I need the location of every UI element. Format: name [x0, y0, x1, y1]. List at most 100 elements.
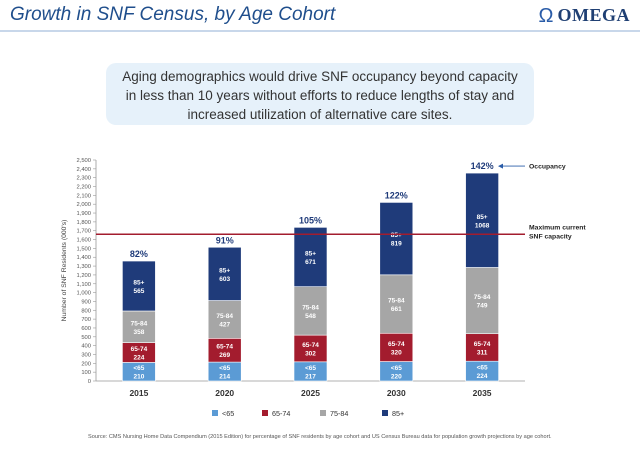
y-tick-label: 300 — [81, 352, 91, 358]
bar-segment-cohort-label: 85+ — [219, 267, 230, 274]
bar-segment-cohort-label: 65-74 — [474, 341, 491, 348]
capacity-label-line1: Maximum current — [529, 224, 586, 231]
bar-segment-value-label: 819 — [391, 241, 402, 248]
y-tick-label: 1,900 — [76, 211, 91, 217]
bar-segment-85-plus-2030 — [379, 202, 414, 276]
y-tick-label: 1,600 — [76, 238, 91, 244]
bar-segment-65-74-2025 — [293, 334, 328, 363]
bar-segment-value-label: 210 — [133, 374, 144, 381]
bar-segment-cohort-label: 85+ — [133, 280, 144, 287]
bar-segment-75-84-2035 — [465, 267, 499, 335]
bar-segment-85-plus-2035 — [465, 172, 499, 268]
legend-swatch-3 — [320, 410, 326, 416]
bar-segment-value-label: 311 — [477, 349, 488, 356]
y-tick-label: 2,500 — [76, 158, 91, 164]
y-tick-label: 2,100 — [76, 193, 91, 199]
bar-segment-value-label: 671 — [305, 259, 316, 266]
bar-segment-cohort-label: 75-84 — [474, 294, 491, 301]
y-tick-label: 0 — [88, 379, 91, 385]
occupancy-annotation-label: Occupancy — [529, 164, 566, 171]
bar-segment-cohort-label: 85+ — [391, 232, 402, 239]
bar-segment-cohort-label: 65-74 — [302, 342, 319, 349]
callout-box: Aging demographics would drive SNF occup… — [106, 63, 534, 125]
bar-segment-cohort-label: 65-74 — [216, 344, 233, 351]
y-tick-label: 100 — [81, 370, 91, 376]
bar-segment-value-label: 220 — [391, 373, 402, 380]
bar-segment-value-label: 320 — [391, 349, 402, 356]
page-title: Growth in SNF Census, by Age Cohort — [10, 4, 336, 25]
x-tick-label: 2020 — [215, 388, 234, 398]
y-tick-label: 800 — [81, 308, 91, 314]
occupancy-percent-label: 122% — [385, 190, 408, 200]
bar-segment-cohort-label: 75-84 — [216, 313, 233, 320]
bar-segment-cohort-label: <65 — [133, 365, 144, 372]
bar-segment-cohort-label: 75-84 — [131, 320, 148, 327]
y-tick-label: 1,200 — [76, 273, 91, 279]
y-tick-label: 2,300 — [76, 176, 91, 182]
y-tick-label: 600 — [81, 326, 91, 332]
bar-segment-value-label: 302 — [305, 350, 316, 357]
bar-segment-value-label: 1068 — [475, 222, 490, 229]
bar-segment-value-label: 427 — [219, 321, 230, 328]
bar-segment-cohort-label: 65-74 — [131, 346, 148, 353]
bar-segment-cohort-label: 85+ — [477, 214, 488, 221]
bar-segment-value-label: 224 — [133, 355, 144, 362]
legend-swatch-2 — [262, 410, 268, 416]
bar-segment-value-label: 214 — [219, 374, 230, 381]
bar-segment-75-84-2025 — [293, 286, 328, 336]
y-tick-label: 1,700 — [76, 229, 91, 235]
legend-label: 65-74 — [272, 409, 290, 418]
bar-segment-value-label: 565 — [133, 288, 144, 295]
y-tick-label: 1,800 — [76, 220, 91, 226]
bar-segment-value-label: 217 — [305, 373, 316, 380]
bar-segment-cohort-label: 75-84 — [302, 304, 319, 311]
bar-segment-cohort-label: 75-84 — [388, 298, 405, 305]
x-tick-label: 2025 — [301, 388, 320, 398]
bar-segment-85-plus-2020 — [207, 246, 242, 301]
y-tick-label: 900 — [81, 299, 91, 305]
legend-label: 85+ — [392, 409, 404, 418]
occupancy-arrow-head — [498, 163, 503, 169]
occupancy-percent-label: 82% — [130, 249, 148, 259]
header-divider — [0, 30, 640, 32]
bar-segment-cohort-label: <65 — [477, 365, 488, 372]
bar-segment-value-label: 548 — [305, 313, 316, 320]
occupancy-percent-label: 105% — [299, 215, 322, 225]
bar-segment-cohort-label: <65 — [219, 365, 230, 372]
bar-segment-85-plus-2015 — [122, 260, 156, 312]
bar-segment-value-label: 269 — [219, 352, 230, 359]
y-tick-label: 2,200 — [76, 185, 91, 191]
x-tick-label: 2035 — [473, 388, 492, 398]
bar-segment-cohort-label: 65-74 — [388, 341, 405, 348]
bar-segment-75-84-2030 — [379, 274, 414, 334]
y-tick-label: 1,000 — [76, 291, 91, 297]
x-tick-label: 2030 — [387, 388, 406, 398]
y-tick-label: 1,400 — [76, 255, 91, 261]
y-tick-label: 400 — [81, 344, 91, 350]
bar-segment-75-84-2015 — [122, 310, 156, 343]
bar-segment-cohort-label: <65 — [305, 365, 316, 372]
y-axis-label: Number of SNF Residents (000's) — [61, 220, 68, 322]
y-tick-label: 700 — [81, 317, 91, 323]
legend-label: 75-84 — [330, 409, 348, 418]
bar-segment-75-84-2020 — [207, 300, 242, 339]
bar-segment-cohort-label: <65 — [391, 365, 402, 372]
bar-segment-value-label: 358 — [133, 329, 144, 336]
bar-segment-value-label: 749 — [477, 303, 488, 310]
source-note: Source: CMS Nursing Home Data Compendium… — [88, 434, 552, 440]
y-tick-label: 1,300 — [76, 264, 91, 270]
omega-logo-icon: Ω — [538, 4, 554, 27]
bar-segment-85-plus-2025 — [293, 227, 328, 287]
legend-label: <65 — [222, 409, 234, 418]
y-tick-label: 1,500 — [76, 246, 91, 252]
occupancy-percent-label: 142% — [471, 161, 494, 171]
y-tick-label: 500 — [81, 335, 91, 341]
legend-swatch-1 — [212, 410, 218, 416]
x-tick-label: 2015 — [129, 388, 148, 398]
bar-segment-value-label: 224 — [477, 373, 488, 380]
bar-segment-value-label: 661 — [391, 306, 402, 313]
y-tick-label: 2,400 — [76, 167, 91, 173]
legend-swatch-4 — [382, 410, 388, 416]
y-tick-label: 200 — [81, 361, 91, 367]
